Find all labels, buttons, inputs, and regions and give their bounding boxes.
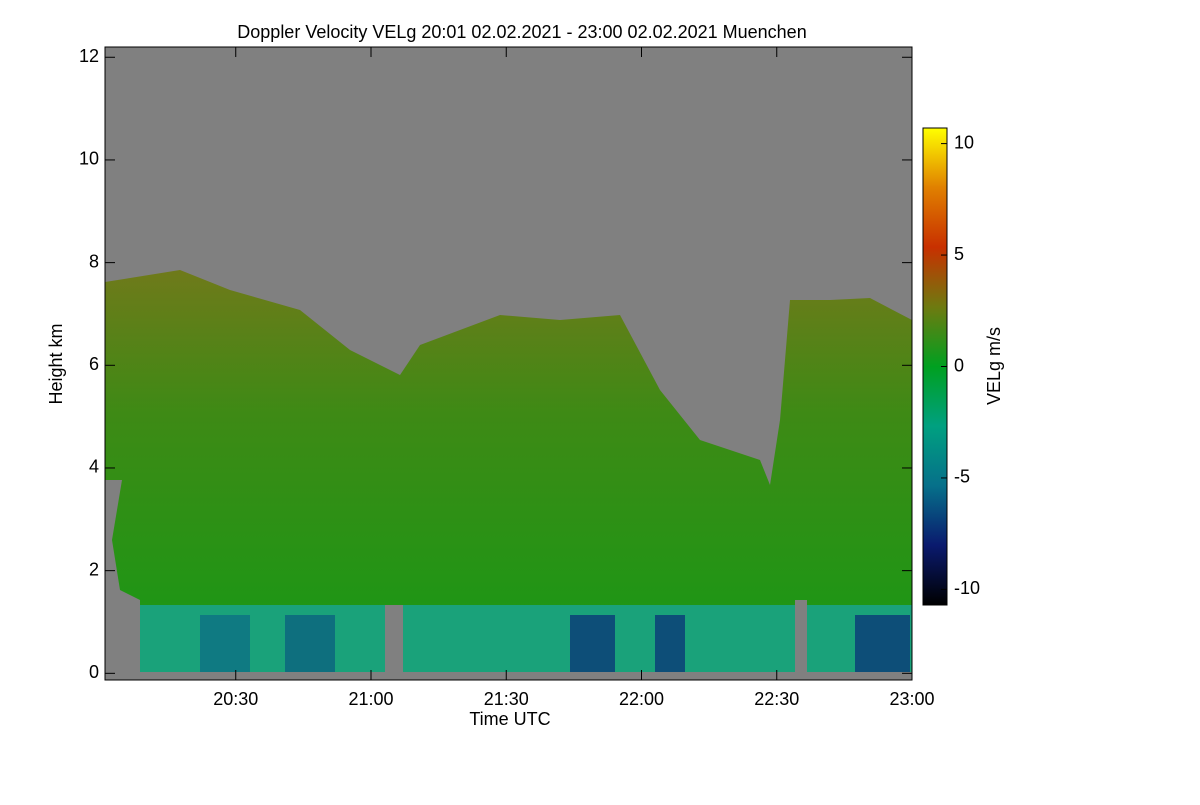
y-tick-label: 8 (89, 251, 99, 271)
y-axis-label: Height km (46, 323, 66, 404)
field (105, 47, 912, 680)
y-tick-label: 0 (89, 662, 99, 682)
x-tick-label: 20:30 (213, 689, 258, 709)
gap-region (740, 355, 770, 430)
colorbar-tick-label: -5 (954, 467, 970, 487)
x-tick-label: 21:30 (484, 689, 529, 709)
plot-frame (104, 46, 913, 681)
x-axis-label: Time UTC (469, 709, 550, 729)
y-tick-label: 4 (89, 457, 99, 477)
chart-title: Doppler Velocity VELg 20:01 02.02.2021 -… (237, 22, 806, 42)
gap-region (385, 605, 403, 673)
x-tick-label: 22:00 (619, 689, 664, 709)
low-band (200, 615, 250, 673)
colorbar-tick-label: -10 (954, 578, 980, 598)
gap-region (795, 600, 807, 673)
y-tick-label: 12 (79, 46, 99, 66)
low-band (140, 605, 912, 673)
colorbar-tick-label: 0 (954, 355, 964, 375)
low-band (655, 615, 685, 673)
low-band (855, 615, 910, 673)
colorbar-label: VELg m/s (984, 327, 1004, 405)
gap-region (105, 480, 140, 672)
cloud-region (105, 270, 912, 680)
y-tick-label: 2 (89, 559, 99, 579)
x-tick-label: 23:00 (889, 689, 934, 709)
y-tick-label: 6 (89, 354, 99, 374)
gap-region (105, 672, 912, 680)
colorbar-tick-label: 5 (954, 244, 964, 264)
colorbar-tick-label: 10 (954, 132, 974, 152)
y-tick-label: 10 (79, 149, 99, 169)
x-tick-label: 22:30 (754, 689, 799, 709)
low-band (285, 615, 335, 673)
x-tick-label: 21:00 (348, 689, 393, 709)
low-band (570, 615, 615, 673)
